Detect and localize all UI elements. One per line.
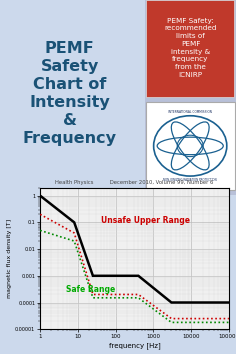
Text: Unsafe Upper Range: Unsafe Upper Range <box>101 216 190 225</box>
Title: Health Physics          December 2010, Volume 99, Number 6: Health Physics December 2010, Volume 99,… <box>55 180 214 185</box>
FancyBboxPatch shape <box>145 0 236 195</box>
FancyBboxPatch shape <box>146 0 234 97</box>
FancyBboxPatch shape <box>146 102 235 190</box>
Text: PEMF
Safety
Chart of
Intensity
&
Frequency: PEMF Safety Chart of Intensity & Frequen… <box>23 41 117 146</box>
X-axis label: frequency [Hz]: frequency [Hz] <box>109 342 160 349</box>
Y-axis label: magnetic flux density [T]: magnetic flux density [T] <box>7 219 12 298</box>
Text: Safe Range: Safe Range <box>67 285 116 294</box>
Text: INTERNATIONAL COMMISSION: INTERNATIONAL COMMISSION <box>168 110 212 114</box>
Text: NON-IONIZING RADIATION PROTECTION: NON-IONIZING RADIATION PROTECTION <box>163 178 217 182</box>
Text: PEMF Safety:
recommended
limits of
PEMF
intensity &
frequency
from the
ICNIRP: PEMF Safety: recommended limits of PEMF … <box>164 18 217 78</box>
